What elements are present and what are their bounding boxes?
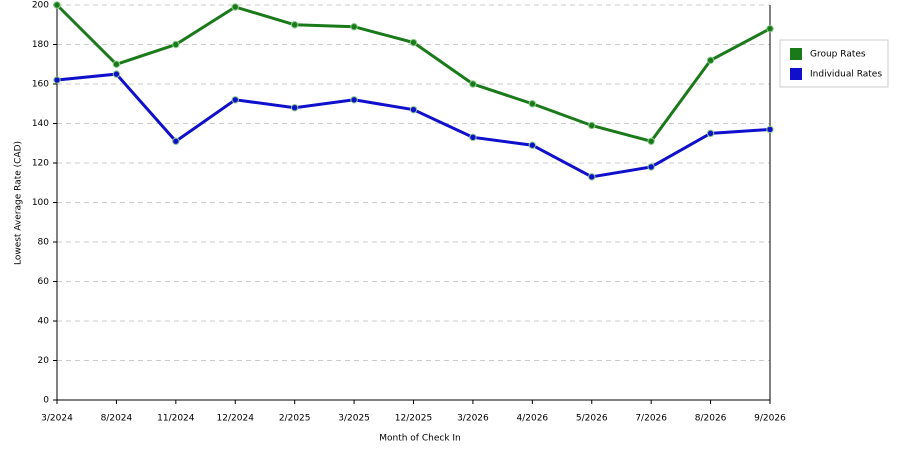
x-tick-label: 12/2024	[217, 414, 255, 424]
x-tick-label: 11/2024	[157, 414, 195, 424]
data-point	[409, 38, 418, 47]
x-tick-label: 3/2026	[457, 414, 489, 424]
data-point	[469, 133, 477, 142]
legend-label: Group Rates	[810, 50, 866, 60]
y-tick-label: 40	[38, 317, 50, 327]
x-tick-label: 9/2026	[754, 414, 786, 424]
data-point	[112, 60, 121, 68]
x-tick-label: 7/2026	[635, 414, 667, 424]
y-axis-label: Lowest Average Rate (CAD)	[14, 141, 24, 265]
y-tick-label: 180	[32, 40, 49, 50]
data-point	[647, 163, 655, 171]
data-point	[350, 96, 358, 104]
x-tick-label: 8/2024	[101, 414, 133, 424]
x-tick-label: 8/2026	[695, 414, 727, 424]
data-point	[231, 3, 239, 11]
y-tick-label: 0	[43, 396, 49, 406]
data-point	[766, 125, 774, 134]
x-axis-label: Month of Check In	[379, 434, 461, 444]
y-tick-label: 100	[32, 198, 49, 208]
y-tick-label: 160	[32, 80, 49, 90]
y-tick-label: 60	[38, 277, 50, 287]
y-tick-label: 200	[32, 1, 49, 11]
data-point	[469, 80, 477, 88]
x-tick-label: 4/2026	[516, 414, 548, 424]
data-point	[409, 105, 418, 114]
x-tick-label: 12/2025	[395, 414, 432, 424]
data-point	[350, 23, 358, 31]
data-point	[528, 100, 537, 108]
y-tick-label: 20	[38, 356, 50, 366]
data-point	[172, 40, 180, 49]
data-point	[706, 56, 715, 64]
data-point	[231, 96, 239, 104]
y-tick-label: 80	[38, 238, 50, 248]
data-point	[588, 121, 596, 130]
data-point	[766, 25, 774, 33]
x-tick-label: 2/2025	[279, 414, 311, 424]
data-point	[53, 76, 61, 84]
series-line	[55, 3, 771, 143]
data-point	[706, 129, 715, 138]
data-point	[647, 137, 655, 145]
x-tick-label: 3/2024	[41, 414, 73, 424]
data-point	[528, 141, 537, 149]
data-point	[112, 70, 121, 78]
x-tick-label: 5/2026	[576, 414, 608, 424]
data-point	[290, 104, 299, 112]
data-point	[290, 21, 299, 29]
legend-label: Individual Rates	[810, 70, 882, 80]
legend-swatch	[790, 68, 802, 80]
data-point	[53, 1, 61, 9]
x-tick-label: 3/2025	[338, 414, 370, 424]
data-point	[172, 137, 180, 145]
legend-swatch	[790, 48, 802, 60]
y-tick-label: 120	[32, 159, 49, 169]
y-tick-label: 140	[32, 119, 49, 129]
data-point	[588, 173, 596, 181]
